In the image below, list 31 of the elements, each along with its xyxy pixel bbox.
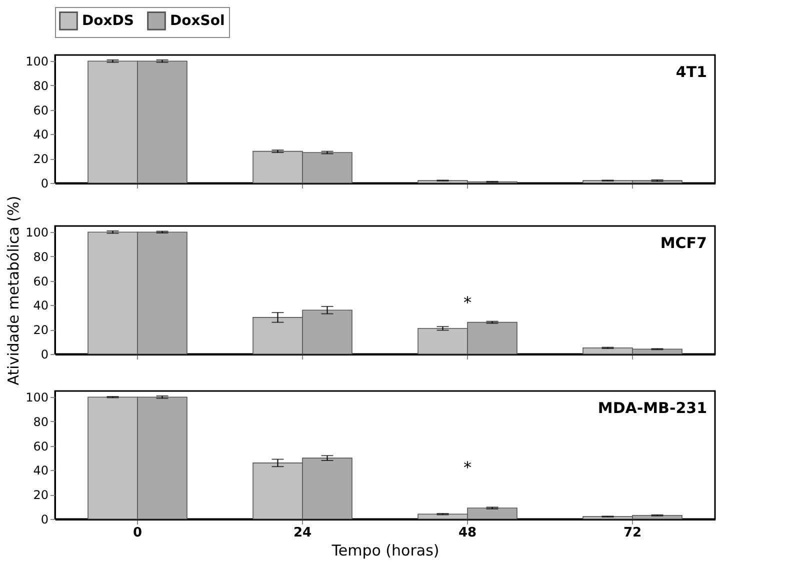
y-tick-label: 60: [33, 103, 48, 118]
legend-label: DoxDS: [82, 12, 134, 29]
y-tick-label: 60: [33, 274, 48, 288]
y-tick-label: 0: [40, 348, 48, 362]
x-tick-label: 24: [293, 526, 312, 540]
y-tick-label: 80: [33, 78, 48, 93]
y-tick-label: 0: [40, 176, 48, 190]
y-tick-label: 60: [33, 439, 48, 454]
x-tick-label: 0: [132, 526, 142, 540]
text: MCF7: [660, 234, 707, 252]
annotation: *: [464, 458, 472, 477]
y-axis-title: Atividade metabólica (%): [4, 196, 23, 386]
legend-label: DoxSol: [170, 12, 225, 29]
y-tick-label: 40: [33, 128, 48, 142]
text: 4T1: [676, 63, 707, 81]
y-tick-label: 0: [40, 512, 48, 526]
y-tick-label: 20: [33, 152, 48, 166]
y-tick-label: 100: [26, 226, 48, 240]
annotation: *: [464, 292, 472, 312]
y-tick-label: 100: [26, 54, 48, 69]
y-tick-label: 20: [33, 488, 48, 502]
y-tick-label: 20: [33, 323, 48, 338]
y-tick-label: 80: [33, 250, 48, 264]
y-tick-label: 40: [33, 464, 48, 478]
x-axis-title: Tempo (horas): [330, 542, 440, 560]
y-tick-label: 100: [26, 390, 48, 405]
x-tick-label: 72: [623, 526, 642, 540]
x-tick-label: 48: [458, 526, 477, 540]
y-tick-label: 40: [33, 298, 48, 313]
y-tick-label: 80: [33, 414, 48, 429]
text: MDA-MB-231: [598, 399, 707, 417]
